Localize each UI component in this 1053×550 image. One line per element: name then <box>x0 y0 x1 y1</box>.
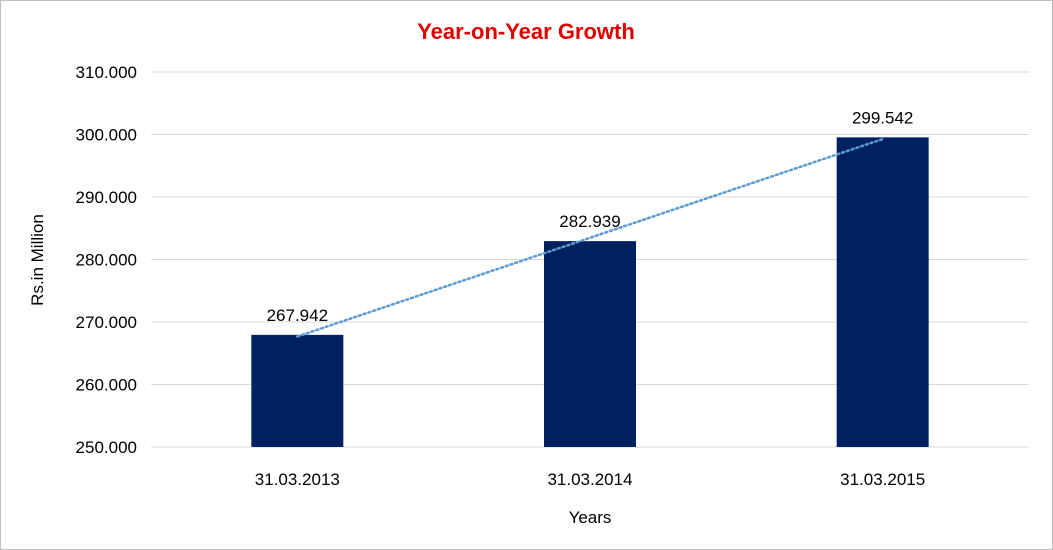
chart-title: Year-on-Year Growth <box>417 19 635 44</box>
bar <box>836 137 929 448</box>
bar <box>544 241 636 447</box>
x-tick-label: 31.03.2013 <box>255 470 340 489</box>
trendline <box>296 137 884 338</box>
y-tick-label: 310.000 <box>76 63 137 82</box>
bars <box>251 137 929 448</box>
x-axis-label: Years <box>569 508 612 527</box>
data-label: 299.542 <box>852 108 913 127</box>
y-axis-tick-labels: 250.000 260.000 270.000 280.000 290.000 300.0… <box>76 63 137 457</box>
data-labels: 267.942 282.939 299.542 <box>267 108 914 324</box>
y-tick-label: 280.000 <box>76 251 137 270</box>
y-axis-label: Rs.in Million <box>28 214 47 306</box>
y-tick-label: 300.000 <box>76 126 137 145</box>
x-tick-label: 31.03.2015 <box>840 470 925 489</box>
x-tick-label: 31.03.2014 <box>547 470 632 489</box>
y-tick-label: 250.000 <box>76 438 137 457</box>
y-tick-label: 290.000 <box>76 188 137 207</box>
y-tick-label: 260.000 <box>76 376 137 395</box>
x-axis-tick-labels: 31.03.2013 31.03.2014 31.03.2015 <box>255 470 925 489</box>
y-tick-label: 270.000 <box>76 313 137 332</box>
data-label: 267.942 <box>267 306 328 325</box>
data-label: 282.939 <box>559 212 620 231</box>
bar <box>251 334 344 447</box>
